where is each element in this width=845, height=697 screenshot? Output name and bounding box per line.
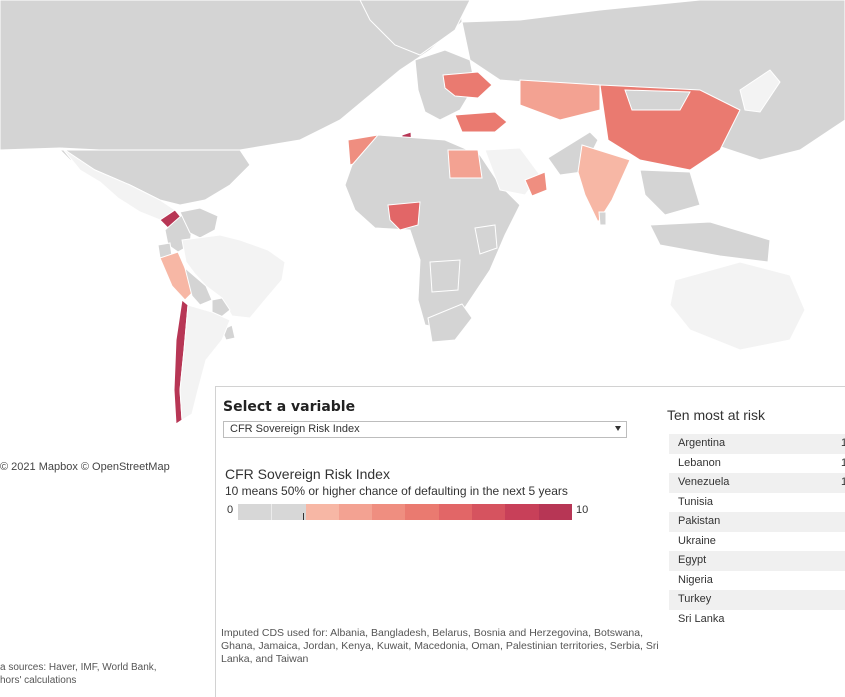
country-kenya[interactable] — [474, 224, 498, 255]
legend-swatch — [405, 504, 439, 520]
risk-row[interactable]: Egypt — [669, 551, 845, 571]
risk-row[interactable]: Tunisia — [669, 493, 845, 513]
risk-country: Tunisia — [678, 495, 714, 508]
risk-country: Lebanon — [678, 456, 721, 469]
risk-table-title: Ten most at risk — [667, 407, 766, 423]
country-nigeria[interactable] — [387, 201, 421, 231]
country-united-states[interactable] — [58, 149, 251, 206]
country-southeast-asia[interactable] — [639, 169, 701, 216]
risk-country: Ukraine — [678, 534, 716, 547]
legend-swatch — [438, 504, 473, 520]
country-argentina[interactable] — [179, 304, 231, 421]
country-egypt[interactable] — [447, 149, 483, 179]
risk-country: Venezuela — [678, 476, 730, 488]
map-attribution[interactable]: © 2021 Mapbox © OpenStreetMap — [0, 461, 170, 473]
legend-swatch — [505, 504, 539, 520]
country-mongolia[interactable] — [624, 89, 691, 111]
country-india[interactable] — [577, 144, 631, 224]
legend-color-scale — [238, 504, 572, 520]
legend-swatch — [272, 504, 306, 520]
legend-swatch — [238, 504, 273, 520]
risk-row[interactable]: Turkey — [669, 590, 845, 610]
legend-swatch — [472, 504, 506, 520]
risk-row[interactable]: Pakistan — [669, 512, 845, 532]
country-japan[interactable] — [739, 69, 781, 113]
risk-row[interactable]: Sri Lanka — [669, 610, 845, 630]
risk-value: 1 — [841, 437, 845, 449]
country-angola[interactable] — [429, 259, 461, 293]
legend-swatch — [305, 504, 339, 520]
country-south-africa[interactable] — [427, 303, 473, 343]
variable-dropdown[interactable]: CFR Sovereign Risk Index — [223, 421, 627, 438]
country-venezuela[interactable] — [179, 207, 219, 239]
data-sources-line: a sources: Haver, IMF, World Bank, — [0, 662, 157, 673]
country-oman[interactable] — [524, 171, 548, 197]
risk-country: Turkey — [678, 593, 712, 605]
risk-row[interactable]: Venezuela 1 — [669, 473, 845, 493]
risk-country: Egypt — [678, 554, 707, 566]
risk-row[interactable]: Nigeria — [669, 571, 845, 591]
country-brazil[interactable] — [181, 234, 286, 319]
legend-swatch — [338, 504, 373, 520]
country-paraguay[interactable] — [211, 297, 231, 319]
risk-country: Sri Lanka — [678, 612, 725, 625]
risk-row[interactable]: Lebanon 1 — [669, 454, 845, 474]
country-sri-lanka[interactable] — [598, 211, 607, 226]
select-variable-title: Select a variable — [223, 399, 356, 415]
country-greenland[interactable] — [359, 0, 471, 56]
risk-row[interactable]: Ukraine — [669, 532, 845, 552]
risk-table: Argentina 1 Lebanon 1 Venezuela 1 Tunisia P… — [669, 434, 845, 629]
legend-swatch — [538, 504, 572, 520]
risk-country: Nigeria — [678, 573, 713, 586]
data-sources: a sources: Haver, IMF, World Bank, hors'… — [0, 661, 200, 687]
risk-row[interactable]: Argentina 1 — [669, 434, 845, 454]
legend-title: CFR Sovereign Risk Index — [225, 466, 390, 482]
country-turkey[interactable] — [454, 111, 508, 133]
legend-marker — [303, 513, 304, 520]
risk-country: Pakistan — [678, 515, 721, 527]
legend-swatch — [372, 504, 406, 520]
data-sources-line: hors' calculations — [0, 675, 77, 686]
country-bolivia[interactable] — [184, 266, 213, 306]
risk-value: 1 — [841, 476, 845, 488]
risk-country: Argentina — [678, 437, 726, 449]
legend-subtitle: 10 means 50% or higher chance of default… — [225, 484, 568, 498]
legend-min-label: 0 — [227, 504, 234, 516]
chevron-down-icon — [615, 426, 621, 431]
imputed-cds-note: Imputed CDS used for: Albania, Banglades… — [221, 627, 659, 665]
country-ukraine[interactable] — [442, 71, 493, 99]
country-indonesia[interactable] — [649, 221, 771, 263]
legend-max-label: 10 — [576, 504, 589, 516]
country-kazakhstan[interactable] — [519, 79, 601, 121]
risk-value: 1 — [841, 456, 845, 469]
variable-dropdown-value: CFR Sovereign Risk Index — [230, 423, 360, 435]
country-russia[interactable] — [461, 0, 845, 161]
country-australia[interactable] — [669, 261, 806, 351]
